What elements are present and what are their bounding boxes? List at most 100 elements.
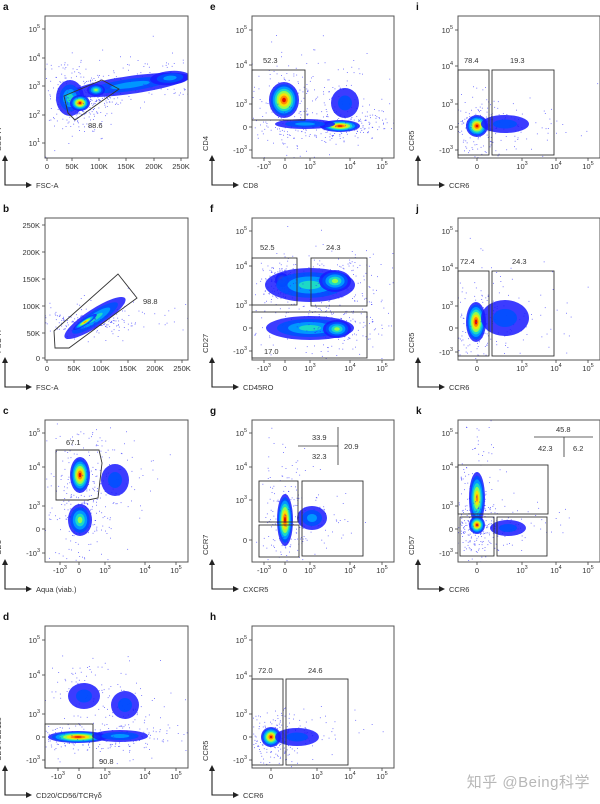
gate-rect[interactable] [491, 69, 555, 156]
panel-label: k [416, 406, 422, 417]
scatter-points [45, 35, 188, 158]
tick-label: 103 [236, 495, 247, 505]
gate-rect[interactable] [457, 464, 549, 515]
gate-rect[interactable] [258, 524, 300, 558]
x-axis-label: CXCR5 [243, 585, 268, 594]
y-axis-label: CCR5 [201, 741, 210, 761]
plot-frame [44, 419, 189, 563]
tick-label: 103 [442, 99, 453, 109]
tick-label: 104 [442, 61, 453, 71]
scatter-points [458, 83, 599, 158]
gate-rect[interactable] [251, 678, 284, 766]
tick-label: 102 [29, 110, 40, 120]
axis-arrows-icon [417, 160, 439, 186]
tick-label: 103 [236, 300, 247, 310]
scatter-points [458, 237, 589, 359]
tick-label: 0 [243, 123, 247, 132]
tick-label: 104 [550, 363, 561, 373]
gate-rect[interactable] [285, 678, 349, 766]
panel-label: j [415, 204, 419, 215]
y-axis-label: CD14/CD11c [0, 717, 3, 761]
panel-f: f -103 0 103 104 105 105 104 103 0 -103 52.5 24.3 17.… [201, 204, 395, 392]
gate-rect[interactable] [459, 516, 495, 557]
gate-percentage: 24.3 [326, 243, 341, 252]
tick-label: 103 [442, 301, 453, 311]
tick-label: 100K [90, 162, 108, 171]
gate-polygon[interactable] [63, 79, 120, 121]
tick-label: 0 [243, 536, 247, 545]
tick-label: 103 [236, 709, 247, 719]
gate-rect[interactable] [44, 723, 94, 769]
gate-polygon[interactable] [55, 449, 103, 501]
tick-label: 200K [146, 364, 164, 373]
gate-rect[interactable] [491, 270, 555, 357]
tick-label: 104 [236, 60, 247, 70]
tick-label: 0 [475, 364, 479, 373]
gate-rect[interactable] [251, 311, 368, 359]
tick-label: -103 [439, 548, 453, 558]
plot-frame [251, 15, 395, 159]
tick-label: 0 [77, 772, 81, 781]
tick-label: -103 [26, 548, 40, 558]
tick-label: 100K [92, 364, 110, 373]
gate-rect[interactable] [251, 69, 306, 121]
x-axis-label: Aqua (viab.) [36, 585, 77, 594]
gate-rect[interactable] [457, 270, 490, 357]
panel-label: c [3, 406, 9, 417]
gate-rect[interactable] [457, 69, 490, 156]
tick-label: 0 [36, 525, 40, 534]
gate-percentage: 98.8 [143, 297, 158, 306]
plot-frame [251, 419, 395, 563]
gate-percentage: 88.6 [88, 121, 103, 130]
gate-percentage: 17.0 [264, 347, 279, 356]
tick-label: 150K [22, 275, 40, 284]
panel-i: i 0 103 104 105 105 104 103 0 -103 78.4 19.3 CCR6 CCR… [407, 2, 600, 190]
tick-label: 105 [376, 565, 387, 575]
gate-percentage: 24.3 [512, 257, 527, 266]
gate-rect[interactable] [310, 257, 368, 307]
scatter-points [254, 226, 394, 359]
panel-k: k 0 103 104 105 105 104 103 0 -103 45.8 42.3 6.2 CCR6… [407, 406, 600, 594]
tick-label: 104 [344, 161, 355, 171]
x-axis-label: CD20/CD56/TCRγδ [36, 791, 102, 800]
tick-label: -103 [233, 346, 247, 356]
gate-rect[interactable] [496, 516, 548, 557]
watermark: 知乎 @Being科学 [466, 774, 590, 791]
tick-label: -103 [233, 145, 247, 155]
tick-label: 50K [65, 162, 78, 171]
panel-h: h 0 103 104 105 105 104 103 0 -103 72.0 24.6 CCR6 CCR… [201, 612, 395, 800]
y-axis-label: CCR5 [407, 333, 416, 353]
gate-rect[interactable] [301, 480, 364, 557]
panel-label: e [210, 2, 216, 13]
tick-label: 103 [236, 99, 247, 109]
x-axis-label: FSC-A [36, 181, 59, 190]
tick-label: 105 [442, 226, 453, 236]
tick-label: 105 [582, 161, 593, 171]
panel-label: h [210, 612, 216, 623]
panel-label: b [3, 204, 9, 215]
panel-a: a 0 50K 100K 150K 200K 250K 105 104 103 102 101 88.6… [0, 2, 190, 190]
tick-label: -103 [439, 347, 453, 357]
gate-polygon[interactable] [53, 273, 138, 349]
tick-label: 104 [139, 771, 150, 781]
gate-rect[interactable] [258, 480, 299, 523]
tick-label: 103 [516, 363, 527, 373]
scatter-points [458, 420, 570, 562]
gate-rect[interactable] [251, 257, 298, 306]
tick-label: 104 [29, 670, 40, 680]
tick-label: 105 [170, 565, 181, 575]
tick-label: 100K [22, 302, 40, 311]
gate-percentage: 67.1 [66, 438, 81, 447]
quadrant-percentage: 42.3 [538, 444, 553, 453]
tick-label: 104 [442, 462, 453, 472]
tick-label: 50K [67, 364, 80, 373]
y-axis-label: CD57 [407, 536, 416, 555]
tick-label: -103 [439, 145, 453, 155]
panel-label: a [3, 2, 9, 13]
x-axis-label: CCR6 [449, 181, 469, 190]
tick-label: 0 [269, 772, 273, 781]
tick-label: 105 [236, 226, 247, 236]
tick-label: 103 [442, 501, 453, 511]
quadrant-percentage: 33.9 [312, 433, 327, 442]
